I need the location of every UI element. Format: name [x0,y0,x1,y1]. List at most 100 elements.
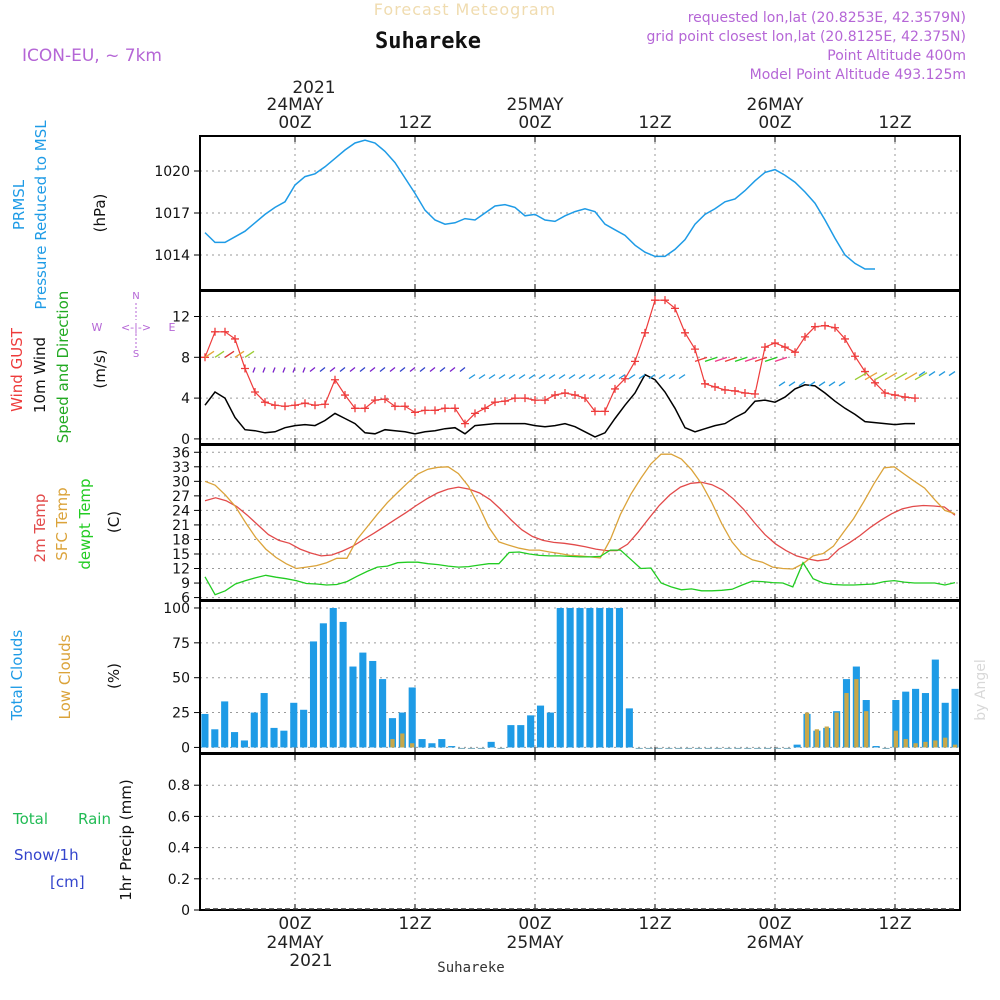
y-tick-label: 0 [181,903,190,919]
total-clouds-bar [339,621,347,748]
wind-direction-arrows [204,350,956,387]
wind-arrow [419,366,426,373]
low-clouds-bar [943,737,948,748]
wind-arrow [628,374,636,380]
gust-point [571,391,579,400]
gust-point [751,390,759,399]
top-hour-label: 00Z [518,113,551,133]
gust-point [361,404,369,413]
gust-point [651,296,659,305]
gust-point [481,404,489,413]
gust-point [251,387,259,396]
wind-arrow [778,381,786,387]
bottom-hour-label: 00Z [278,914,311,934]
gust-point [221,327,229,336]
total-clouds-bar [615,607,624,748]
gust-point [711,382,719,391]
wind-arrow [272,367,276,373]
cloud-labels: Total Clouds Low Clouds (%) [8,630,123,722]
wind-arrow [528,374,536,380]
total-clouds-bar [517,725,525,748]
wind-arrow [538,374,546,380]
total-clouds-bar [300,709,308,748]
wind-arrow [774,356,788,362]
wind-arrow [678,374,686,380]
gust-point [771,339,779,348]
y-tick-label: 0.2 [168,872,190,888]
y-tick-label: 1017 [154,206,190,222]
wind-arrow [818,381,826,387]
gust-point [291,401,299,410]
total-clouds-bar [606,607,614,748]
wind-arrow [714,356,728,362]
wind-arrow [234,350,245,358]
total-clouds-bar [438,739,446,748]
wind-arrow [252,367,256,373]
gust-point [901,393,909,402]
wind-arrow [459,366,466,373]
gust-point [681,328,689,337]
wind-arrow [449,366,456,373]
wind-arrow [302,367,306,373]
total-clouds-bar [379,679,387,748]
wind-arrow [568,374,576,380]
total-clouds-bar [546,712,554,748]
wind-arrow [429,366,436,373]
temp-labels: 2m Temp SFC Temp dewpt Temp (C) [31,478,123,569]
y-tick-label: 8 [181,350,190,366]
gust-point [411,408,419,417]
y-tick-label: 0 [181,740,190,756]
wind-arrow [498,374,506,380]
gust-point [781,343,789,352]
wind10m-label: 10m Wind [31,337,49,413]
top-hour-label: 12Z [638,113,671,133]
low-clouds-bar [804,712,810,748]
gust-point [461,419,469,428]
wind-arrow [638,374,646,380]
total-clouds-bar [349,666,357,748]
low-clouds-label: Low Clouds [56,634,74,719]
gust-point [701,379,709,388]
wind-arrow [828,381,836,387]
y-tick-label: 1020 [154,164,190,180]
compass-w: W [92,321,103,334]
wind-arrow [598,374,606,380]
y-tick-label: 0.6 [168,809,190,825]
gust-point [281,402,289,411]
wind-arrow [754,356,768,362]
total-clouds-bar [280,730,288,748]
wind-unit-label: (m/s) [91,349,109,388]
total-clouds-bar [388,718,397,748]
wind-arrow [904,372,918,381]
wind-arrow [864,372,878,381]
panel-precip: 0 0.2 0.4 0.6 0.8 [168,753,961,919]
gust-point [351,404,359,413]
total-clouds-bar [586,607,594,748]
gust-point [321,400,329,409]
wind-arrow [339,366,346,373]
wind-arrow [854,372,868,381]
pressure-labels: PRMSL Pressure Reduced to MSL (hPa) [10,120,109,310]
low-clouds-bar [864,711,869,748]
temp-unit-label: (C) [105,511,123,533]
wind-arrow [618,374,626,380]
total-clouds-bar [230,732,239,748]
gust-point [791,348,799,357]
wind-arrow [894,372,908,381]
top-date-label: 26MAY [747,95,805,115]
bottom-hour-label: 12Z [398,914,431,934]
total-clouds-bar [329,607,337,748]
low-clouds-bar [893,730,898,748]
temp2m-series-line [204,481,956,562]
total-clouds-bar [369,660,377,748]
wind-arrow [329,366,336,373]
dewpt-label: dewpt Temp [76,478,94,569]
gust-point [401,402,409,411]
wind-arrow [884,372,898,381]
compass-icon: N S W E <-|-> [92,291,176,360]
wind-arrow [488,374,496,380]
total-clouds-bar [556,607,564,748]
top-hour-label: 00Z [278,113,311,133]
panels: 1014101710200481269121518212427303336025… [154,135,961,919]
